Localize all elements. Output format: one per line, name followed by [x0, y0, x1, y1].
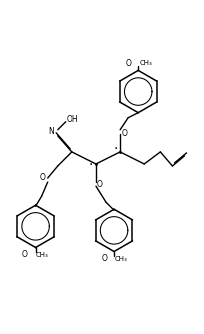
Text: O: O — [40, 173, 46, 182]
Text: O: O — [97, 180, 103, 189]
Text: O: O — [122, 129, 128, 138]
Text: CH₃: CH₃ — [139, 60, 152, 66]
Text: O: O — [22, 250, 28, 259]
Text: OH: OH — [67, 115, 78, 124]
Text: N: N — [48, 127, 54, 136]
Text: O: O — [101, 254, 107, 263]
Text: ·: · — [114, 142, 118, 156]
Text: O: O — [125, 59, 131, 68]
Text: ·: · — [89, 158, 93, 172]
Text: CH₃: CH₃ — [115, 256, 128, 262]
Text: CH₃: CH₃ — [35, 252, 48, 258]
